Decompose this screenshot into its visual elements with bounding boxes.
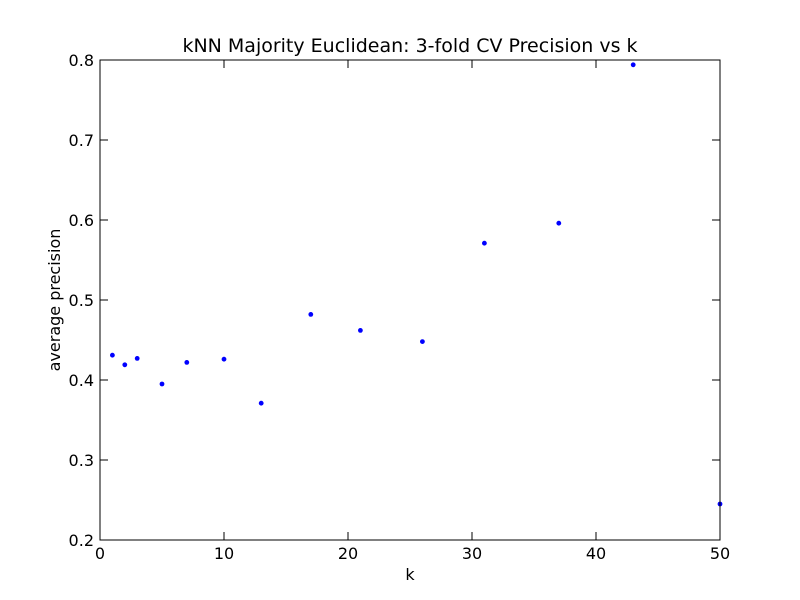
data-point [110, 352, 115, 358]
plot-frame [99, 59, 721, 541]
x-tick-label: 20 [338, 544, 358, 563]
x-tick-label: 50 [710, 544, 730, 563]
data-point [358, 328, 363, 333]
axis-tick-labels: 0 10 20 30 40 50 0.2 0.3 0.4 0.5 0.6 0.7 0.8 [69, 51, 731, 563]
data-point [159, 381, 165, 387]
chart-title: kNN Majority Euclidean: 3-fold CV Precis… [182, 35, 637, 57]
x-tick-label: 30 [462, 544, 482, 563]
data-point [134, 356, 140, 361]
y-tick-label: 0.7 [69, 131, 94, 150]
y-tick-label: 0.4 [69, 371, 94, 390]
y-axis-label: average precision [45, 229, 64, 372]
data-point [258, 400, 264, 406]
y-tick-label: 0.2 [69, 531, 94, 550]
y-tick-label: 0.8 [69, 51, 94, 70]
y-tick-label: 0.6 [69, 211, 94, 230]
x-tick-label: 10 [214, 544, 234, 563]
data-point [221, 356, 227, 362]
x-axis-label: k [405, 565, 415, 584]
y-tick-label: 0.5 [69, 291, 94, 310]
data-point [308, 312, 314, 317]
x-tick-label: 0 [95, 544, 105, 563]
data-point [122, 362, 128, 368]
data-point [420, 339, 425, 344]
data-points [110, 62, 723, 507]
data-point [556, 220, 562, 226]
axis-ticks [99, 59, 721, 541]
data-point [482, 240, 487, 246]
data-point [630, 62, 636, 68]
x-tick-label: 40 [586, 544, 606, 563]
y-tick-label: 0.3 [69, 451, 94, 470]
data-point [184, 360, 190, 365]
